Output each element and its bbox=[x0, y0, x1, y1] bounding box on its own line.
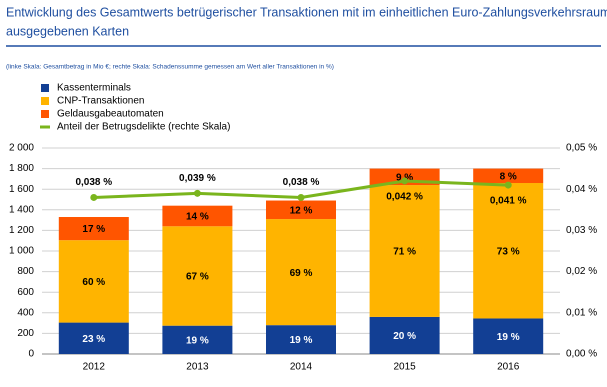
segment-label: 17 % bbox=[82, 224, 105, 235]
x-tick-label: 2016 bbox=[497, 362, 520, 373]
segment-label: 19 % bbox=[290, 335, 313, 346]
bar-segment bbox=[473, 183, 544, 319]
legend-label: CNP-Transaktionen bbox=[57, 96, 144, 107]
segment-label: 69 % bbox=[290, 268, 313, 279]
tick-label: 0,00 % bbox=[566, 349, 597, 360]
line-label: 0,038 % bbox=[75, 177, 112, 188]
segment-label: 19 % bbox=[186, 335, 209, 346]
chart-title: Entwicklung des Gesamtwerts betrügerisch… bbox=[6, 5, 607, 19]
bar-segment bbox=[369, 316, 440, 354]
x-tick-label: 2012 bbox=[83, 362, 106, 373]
tick-label: 1 800 bbox=[9, 163, 34, 174]
bar-segment bbox=[162, 325, 233, 354]
line-point bbox=[297, 193, 305, 201]
segment-label: 19 % bbox=[497, 332, 520, 343]
x-tick-label: 2014 bbox=[290, 362, 313, 373]
tick-label: 2 000 bbox=[9, 143, 34, 154]
bar-segment bbox=[162, 205, 233, 227]
bar-segment bbox=[266, 200, 336, 220]
legend-swatch bbox=[41, 84, 49, 92]
line-point bbox=[401, 177, 409, 185]
segment-label: 71 % bbox=[393, 247, 416, 258]
legend-label: Anteil der Betrugsdelikte (rechte Skala) bbox=[57, 122, 230, 133]
segment-label: 12 % bbox=[290, 205, 313, 216]
chart-subtitle: (linke Skala: Gesamtbetrag in Mio €; rec… bbox=[6, 64, 334, 71]
tick-label: 0,02 % bbox=[566, 266, 597, 277]
legend-label: Geldausgabeautomaten bbox=[57, 109, 164, 120]
bar-segment bbox=[266, 219, 336, 326]
tick-label: 1 000 bbox=[9, 246, 34, 257]
bar-segment bbox=[473, 318, 544, 354]
tick-label: 0 bbox=[28, 349, 34, 360]
line-label: 0,038 % bbox=[283, 177, 320, 188]
bar-segment bbox=[369, 185, 440, 317]
legend-swatch bbox=[41, 97, 49, 105]
legend-label: Kassenterminals bbox=[57, 83, 131, 94]
line-point bbox=[504, 181, 512, 189]
line-point bbox=[90, 193, 98, 201]
bar-segment bbox=[162, 226, 233, 326]
bar-segment bbox=[58, 322, 129, 354]
tick-label: 1 200 bbox=[9, 225, 34, 236]
tick-label: 0,01 % bbox=[566, 307, 597, 318]
legend-swatch bbox=[41, 110, 49, 118]
chart-title: ausgegebenen Karten bbox=[6, 24, 129, 38]
bar-segment bbox=[58, 240, 129, 323]
tick-label: 1 600 bbox=[9, 184, 34, 195]
tick-label: 800 bbox=[17, 266, 34, 277]
bar-segment bbox=[58, 217, 129, 241]
segment-label: 20 % bbox=[393, 331, 416, 342]
segment-label: 14 % bbox=[186, 212, 209, 223]
tick-label: 600 bbox=[17, 287, 34, 298]
tick-label: 0,03 % bbox=[566, 225, 597, 236]
segment-label: 73 % bbox=[497, 246, 520, 257]
tick-label: 400 bbox=[17, 307, 34, 318]
tick-label: 1 400 bbox=[9, 204, 34, 215]
line-label: 0,039 % bbox=[179, 173, 216, 184]
segment-label: 60 % bbox=[82, 277, 105, 288]
line-label: 0,041 % bbox=[490, 196, 527, 207]
bar-segment bbox=[473, 168, 544, 184]
bar-segment bbox=[266, 325, 336, 354]
tick-label: 200 bbox=[17, 328, 34, 339]
tick-label: 0,05 % bbox=[566, 143, 597, 154]
x-tick-label: 2013 bbox=[186, 362, 209, 373]
tick-label: 0,04 % bbox=[566, 184, 597, 195]
segment-label: 67 % bbox=[186, 272, 209, 283]
x-tick-label: 2015 bbox=[393, 362, 416, 373]
segment-label: 23 % bbox=[82, 334, 105, 345]
line-label: 0,042 % bbox=[386, 192, 423, 203]
segment-label: 8 % bbox=[500, 171, 517, 182]
line-point bbox=[193, 189, 201, 197]
